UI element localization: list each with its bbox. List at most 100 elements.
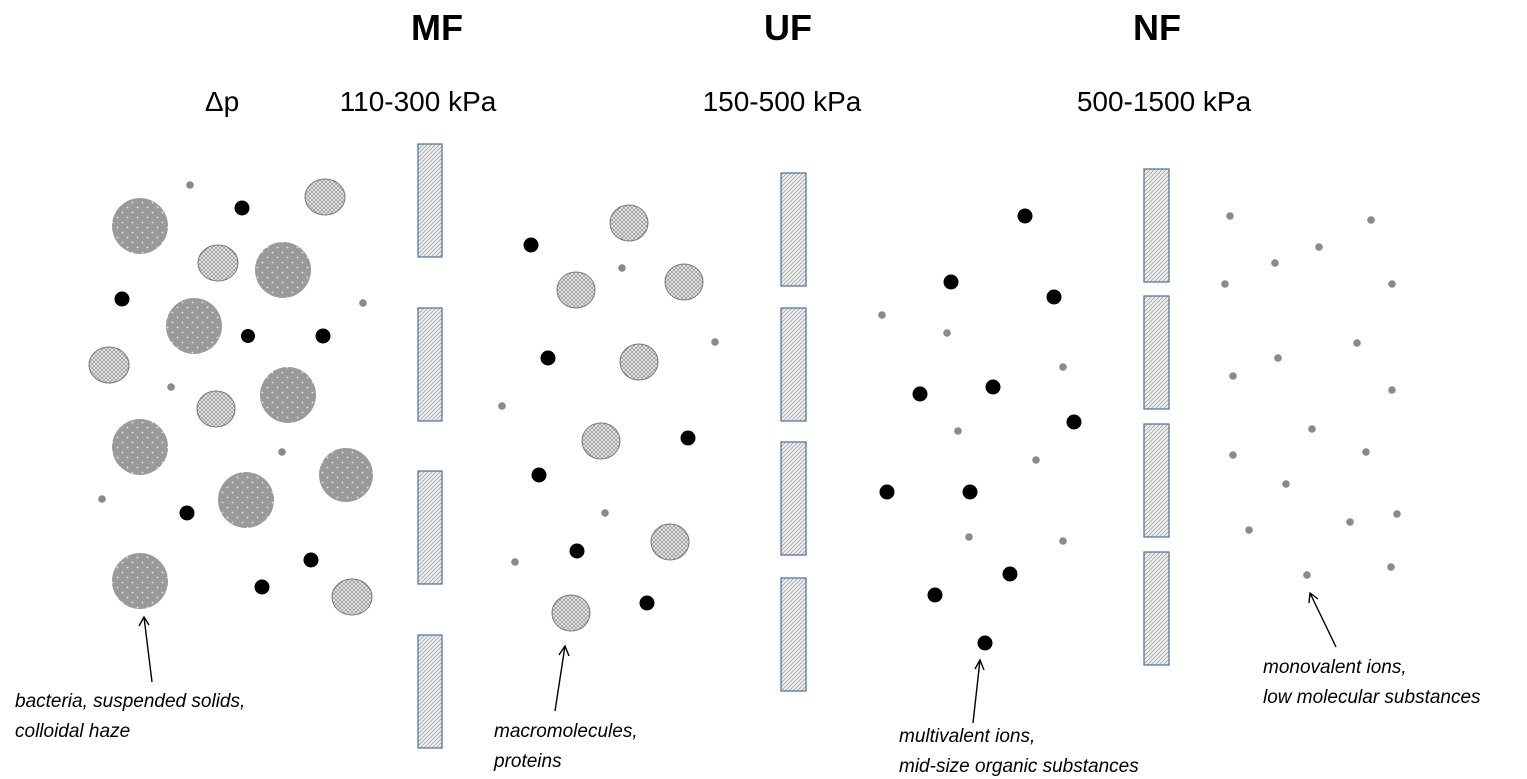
medium-particle (331, 578, 373, 616)
membrane-uf (780, 172, 807, 692)
header-mf: MF (411, 7, 463, 48)
mf-feed-particles (88, 178, 373, 616)
small-ion (1229, 451, 1237, 459)
small-ion (711, 338, 719, 346)
medium-particle (197, 244, 239, 282)
black-ion (977, 635, 993, 651)
small-ion (1274, 354, 1282, 362)
membrane-nf (1143, 168, 1170, 666)
large-particle (112, 419, 168, 475)
uf-feed-particles (498, 204, 719, 632)
small-ion (965, 533, 973, 541)
label-macromolecules-line2: proteins (493, 751, 562, 772)
black-ion (241, 329, 255, 343)
large-particle (319, 448, 373, 502)
black-ion (540, 350, 556, 366)
small-ion (1367, 216, 1375, 224)
membrane-segment (417, 634, 443, 749)
small-ion (359, 299, 367, 307)
small-ion (1308, 425, 1316, 433)
small-ion (1362, 448, 1370, 456)
small-ion (1388, 280, 1396, 288)
medium-particle (88, 346, 130, 384)
medium-particle (619, 343, 659, 381)
nf-permeate-particles (1221, 212, 1401, 579)
membrane-segment (780, 172, 807, 287)
small-ion (167, 383, 175, 391)
small-ion (943, 329, 951, 337)
label-bacteria-line1: bacteria, suspended solids, (15, 691, 245, 712)
black-ion (1046, 289, 1062, 305)
large-particle (112, 553, 168, 609)
header-uf: UF (764, 7, 812, 48)
medium-particle (304, 178, 346, 216)
small-ion (98, 495, 106, 503)
black-ion (234, 200, 250, 216)
black-ion (254, 579, 270, 595)
black-ion (1017, 208, 1033, 224)
black-ion (962, 484, 978, 500)
small-ion (1059, 363, 1067, 371)
small-ion (278, 448, 286, 456)
small-ion (1059, 537, 1067, 545)
black-ion (531, 467, 547, 483)
small-ion (1387, 563, 1395, 571)
large-particle (218, 472, 274, 528)
membrane-segment (417, 470, 443, 585)
medium-particle (551, 594, 591, 632)
medium-particle (556, 271, 596, 309)
membrane-segment (1143, 168, 1170, 283)
small-ion (1303, 571, 1311, 579)
small-ion (954, 427, 962, 435)
large-particle (260, 367, 316, 423)
large-particle (255, 242, 311, 298)
membrane-mf (417, 143, 443, 749)
label-macromolecules-line1: macromolecules, (494, 721, 638, 742)
nf-feed-particles (878, 208, 1082, 651)
small-ion (1226, 212, 1234, 220)
black-ion (179, 505, 195, 521)
small-ion (1271, 259, 1279, 267)
small-ion (1393, 510, 1401, 518)
arrow-bacteria (138, 615, 153, 683)
arrow-macromolecules (554, 644, 570, 712)
membrane-segment (780, 441, 807, 556)
black-ion (315, 328, 331, 344)
arrow-multivalent (972, 658, 985, 724)
small-ion (878, 311, 886, 319)
black-ion (523, 237, 539, 253)
label-monovalent-line1: monovalent ions, (1263, 657, 1407, 678)
pressure-mf: 110-300 kPa (340, 86, 497, 117)
black-ion (1066, 414, 1082, 430)
black-ion (303, 552, 319, 568)
medium-particle (664, 263, 704, 301)
medium-particle (609, 204, 649, 242)
label-multivalent-line2: mid-size organic substances (899, 756, 1139, 777)
black-ion (879, 484, 895, 500)
black-ion (912, 386, 928, 402)
small-ion (1282, 480, 1290, 488)
small-ion (498, 402, 506, 410)
membrane-segment (780, 577, 807, 692)
large-particle (112, 198, 168, 254)
small-ion (1315, 243, 1323, 251)
small-ion (1388, 386, 1396, 394)
small-ion (1221, 280, 1229, 288)
label-monovalent-line2: low molecular substances (1263, 687, 1481, 708)
small-ion (1245, 526, 1253, 534)
black-ion (1002, 566, 1018, 582)
black-ion (114, 291, 130, 307)
header-nf: NF (1133, 7, 1181, 48)
membrane-segment (417, 143, 443, 258)
membrane-segment (417, 307, 443, 422)
medium-particle (650, 523, 690, 561)
small-ion (1353, 339, 1361, 347)
medium-particle (196, 390, 236, 428)
small-ion (511, 558, 519, 566)
small-ion (601, 509, 609, 517)
small-ion (186, 181, 194, 189)
membrane-segment (780, 307, 807, 422)
small-ion (1229, 372, 1237, 380)
black-ion (985, 379, 1001, 395)
